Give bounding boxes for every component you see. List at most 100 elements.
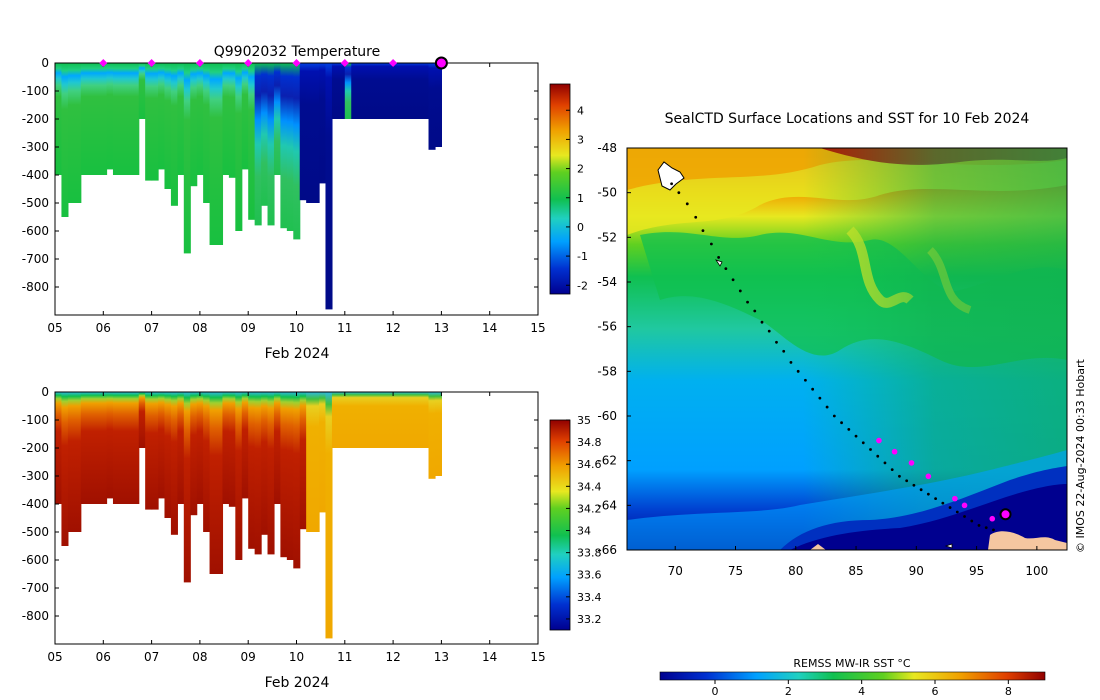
track-point (948, 506, 952, 509)
lon-tick-label: 90 (909, 564, 924, 578)
y-tick-label: -600 (22, 553, 49, 567)
current-position-marker (999, 508, 1012, 521)
temperature-profile-column (132, 63, 140, 175)
salinity-profile-column (177, 392, 185, 504)
temperature-surface-markers (99, 56, 448, 70)
temperature-profile-column (183, 63, 191, 254)
colorbar-tick-label: 34 (577, 525, 591, 538)
sst-colorbar-label: REMSS MW-IR SST °C (793, 657, 911, 670)
y-tick-label: -700 (22, 581, 49, 595)
temperature-profile-column (248, 63, 256, 220)
lat-tick-label: -60 (597, 409, 617, 423)
track-point (861, 441, 865, 445)
sst-colorbar-tick-label: 4 (858, 685, 865, 698)
salinity-profile-column (364, 392, 372, 448)
track-point (701, 229, 705, 233)
colorbar-tick-label: 2 (577, 163, 584, 176)
track-point (890, 468, 894, 471)
x-tick-label: 12 (385, 650, 400, 664)
temperature-profile-column (67, 63, 75, 203)
lat-tick-label: -50 (597, 186, 617, 200)
track-point (926, 492, 930, 496)
temperature-profile-column (164, 63, 172, 189)
x-tick-label: 06 (96, 650, 111, 664)
x-tick-label: 05 (47, 321, 62, 335)
lon-tick-label: 95 (969, 564, 984, 578)
track-point (955, 510, 959, 514)
salinity-profile-column (319, 392, 327, 513)
salinity-profile-column (325, 392, 333, 639)
x-tick-label: 09 (241, 650, 256, 664)
x-tick-label: 13 (434, 650, 449, 664)
x-tick-label: 12 (385, 321, 400, 335)
temperature-profile-column (383, 63, 391, 119)
y-tick-label: -100 (22, 84, 49, 98)
map-axes: -48 -50 -52 -54 -56 -58 -60 -62 -64 -66 70 75 80 85 90… (597, 141, 1048, 578)
salinity-profile-column (112, 392, 120, 504)
sst-colorbar-tick-label: 2 (785, 685, 792, 698)
salinity-profile-column (209, 392, 217, 574)
x-tick-label: 11 (337, 321, 352, 335)
salinity-profile-column (409, 392, 417, 448)
colorbar-tick-label: 33.8 (577, 547, 602, 560)
sst-field (627, 148, 1067, 550)
temperature-profile-column (325, 63, 333, 310)
track-point (963, 515, 966, 518)
temperature-profile-column (203, 63, 211, 203)
colorbar-tick-label: -2 (577, 279, 588, 292)
temperature-profile-column (61, 63, 69, 217)
x-tick-label: 14 (482, 650, 497, 664)
temperature-profile-column (125, 63, 133, 175)
track-point (825, 405, 829, 409)
track-point (789, 361, 793, 364)
daily-position-marker (989, 515, 996, 522)
salinity-profile-column (312, 392, 320, 532)
x-tick-label: 10 (289, 321, 304, 335)
salinity-profile-column (132, 392, 140, 504)
track-point (760, 320, 764, 324)
daily-positions (876, 437, 996, 522)
track-point (992, 528, 995, 532)
lon-tick-label: 75 (728, 564, 743, 578)
salinity-profile-column (196, 392, 204, 504)
temperature-profile-column (228, 63, 236, 178)
temperature-profile-column (190, 63, 198, 187)
track-point (970, 519, 974, 523)
daily-position-marker (876, 437, 882, 444)
y-tick-label: -200 (22, 441, 49, 455)
temperature-profile-column (222, 63, 230, 175)
salinity-profile-column (370, 392, 378, 448)
temperature-profile-column (112, 63, 120, 175)
temperature-profile-column (177, 63, 185, 175)
x-tick-label: 07 (144, 650, 159, 664)
salinity-profile-column (396, 392, 404, 448)
temperature-chart-title: Q9902032 Temperature (214, 44, 381, 60)
temperature-section: 05 06 07 08 09 10 11 12 13 14 150-100-200-300-400-… (22, 44, 588, 362)
track-point (905, 479, 909, 483)
track-point (977, 524, 981, 527)
salinity-profile-column (74, 392, 82, 532)
temperature-profile-column (299, 63, 307, 201)
track-point (804, 378, 807, 382)
lat-tick-label: -56 (597, 320, 617, 334)
salinity-profile-column (241, 392, 249, 499)
temperature-profile-column (409, 63, 417, 119)
x-tick-label: 14 (482, 321, 497, 335)
track-point (984, 526, 988, 530)
salinity-profile-column (235, 392, 243, 560)
salinity-profile-column (299, 392, 307, 530)
track-point (847, 428, 851, 431)
salinity-colorbar-ticks: 35 34.8 34.6 34.4 34.2 34 33.8 33.6 33.4 33.2 (566, 414, 602, 626)
surface-marker (340, 59, 349, 67)
surface-marker (195, 59, 204, 67)
salinity-profile-column (203, 392, 211, 532)
y-tick-label: -400 (22, 168, 49, 182)
colorbar-tick-label: 33.6 (577, 569, 602, 582)
temperature-profile-column (273, 63, 281, 175)
salinity-profiles (55, 392, 442, 639)
salinity-profile-column (170, 392, 178, 535)
temperature-profile-column (396, 63, 404, 119)
track-point (883, 461, 887, 465)
lat-tick-label: -64 (597, 498, 617, 512)
temperature-profile-column (351, 63, 359, 119)
